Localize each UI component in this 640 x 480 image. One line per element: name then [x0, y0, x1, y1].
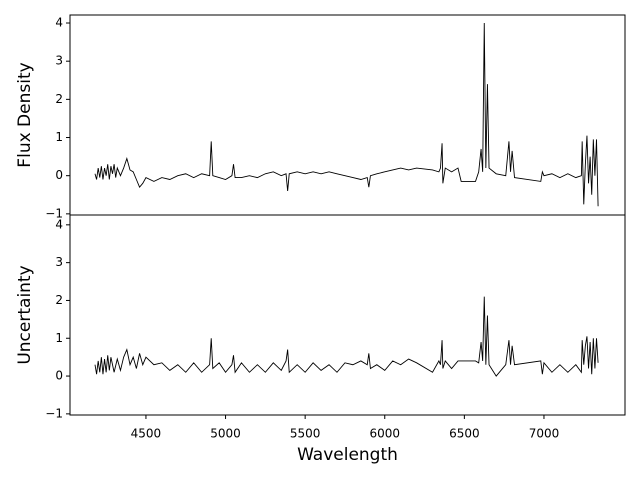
x-tick-label: 5000 — [210, 427, 241, 441]
y-tick-label: 3 — [55, 255, 63, 269]
y-axis-label: Uncertainty — [15, 265, 35, 364]
y-axis-label: Flux Density — [15, 62, 35, 167]
y-tick-label: 0 — [55, 168, 63, 182]
axes-frame — [69, 14, 626, 216]
y-tick-label: 1 — [55, 130, 63, 144]
y-tick-label: 2 — [55, 92, 63, 106]
y-tick-label: 2 — [55, 293, 63, 307]
x-tick-label: 5500 — [290, 427, 321, 441]
y-tick-label: 3 — [55, 54, 63, 68]
y-tick-label: −1 — [45, 206, 63, 220]
axes-frame — [69, 214, 626, 416]
y-tick-label: 0 — [55, 369, 63, 383]
x-tick-label: 6500 — [449, 427, 480, 441]
x-axis-label: Wavelength — [297, 445, 398, 465]
y-tick-label: 1 — [55, 331, 63, 345]
spectrum-line — [94, 296, 599, 377]
y-tick-label: 4 — [55, 16, 63, 30]
y-tick-label: 4 — [55, 217, 63, 231]
x-tick-label: 7000 — [529, 427, 560, 441]
spectrum-line — [94, 23, 599, 207]
x-tick-label: 6000 — [369, 427, 400, 441]
y-tick-label: −1 — [45, 406, 63, 420]
x-tick-label: 4500 — [131, 427, 162, 441]
